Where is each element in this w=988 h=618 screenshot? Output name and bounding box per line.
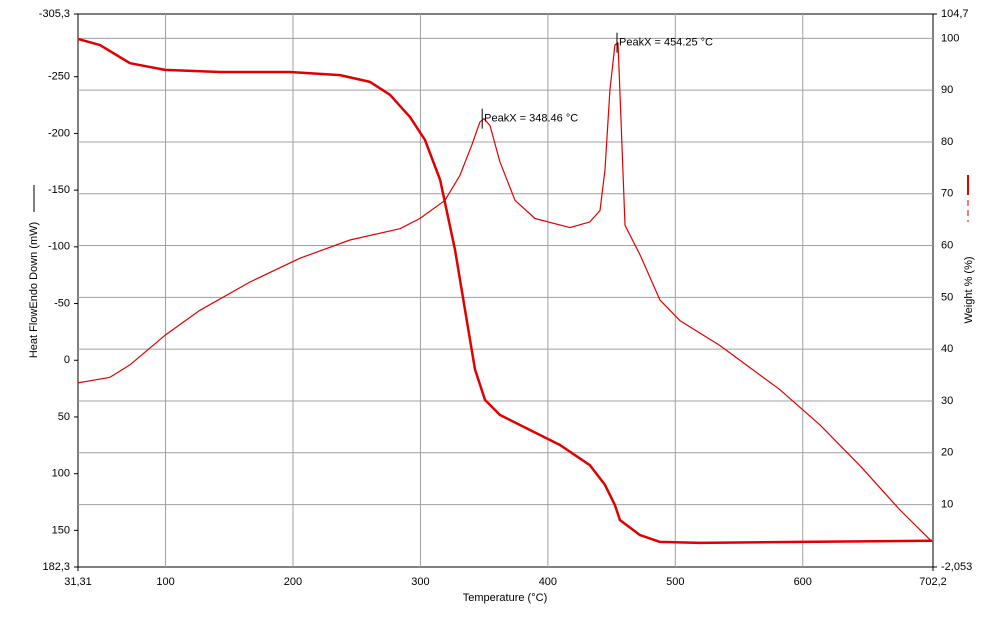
y2-axis-label: Weight % (%) — [963, 256, 975, 323]
y-tick-label: -100 — [48, 241, 70, 253]
y-tick-label: -150 — [48, 184, 70, 196]
x-tick-label: 200 — [284, 576, 302, 588]
x-tick-label: 600 — [794, 576, 812, 588]
y-axis-label: Heat FlowEndo Down (mW) — [28, 222, 40, 358]
y2-tick-label: 70 — [941, 188, 953, 200]
x-tick-label: 31,31 — [64, 576, 92, 588]
y-tick-label: 0 — [64, 354, 70, 366]
y2-tick-label: -2,053 — [941, 561, 972, 573]
y2-tick-label: 40 — [941, 343, 953, 355]
x-tick-label: 300 — [411, 576, 429, 588]
x-axis-label: Temperature (°C) — [463, 592, 547, 604]
y-tick-label: -50 — [54, 297, 70, 309]
y2-tick-label: 100 — [941, 32, 959, 44]
y2-tick-label: 90 — [941, 84, 953, 96]
annotation: PeakX = 454.25 °C — [619, 37, 713, 49]
x-tick-label: 100 — [156, 576, 174, 588]
x-tick-label: 500 — [666, 576, 684, 588]
x-tick-label: 400 — [539, 576, 557, 588]
y-tick-label: -305,3 — [39, 8, 70, 20]
y-tick-label: 182,3 — [42, 561, 70, 573]
y2-tick-label: 60 — [941, 239, 953, 251]
y-tick-label: -200 — [48, 127, 70, 139]
y-tick-label: 100 — [52, 468, 70, 480]
y-tick-label: 150 — [52, 524, 70, 536]
annotation: PeakX = 348.46 °C — [484, 113, 578, 125]
y2-tick-label: 20 — [941, 447, 953, 459]
y2-tick-label: 50 — [941, 291, 953, 303]
y2-tick-label: 10 — [941, 498, 953, 510]
y2-tick-label: 30 — [941, 395, 953, 407]
y2-tick-label: 80 — [941, 136, 953, 148]
x-tick-label: 702,2 — [919, 576, 947, 588]
plot-area — [77, 13, 934, 568]
series-line — [77, 42, 933, 543]
y-tick-label: -250 — [48, 71, 70, 83]
series-line — [77, 37, 933, 545]
y-tick-label: 50 — [58, 411, 70, 423]
y2-tick-label: 104,7 — [941, 8, 969, 20]
